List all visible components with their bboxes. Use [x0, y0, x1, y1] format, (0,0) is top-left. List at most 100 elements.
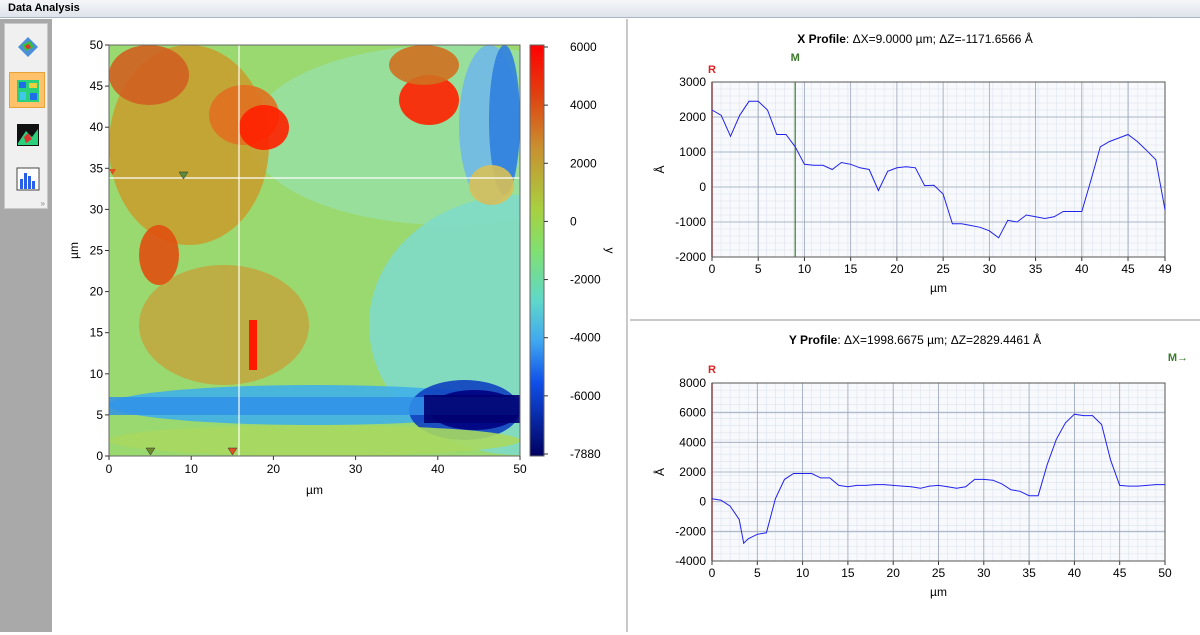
profile-point	[1164, 209, 1166, 211]
x-tick-label: 50	[513, 462, 527, 476]
profile-point	[859, 167, 861, 169]
x-tick-label: 25	[932, 566, 946, 580]
x-tick-label: 35	[1022, 566, 1036, 580]
x-tick-label: 49	[1158, 262, 1172, 276]
profile-point	[1127, 134, 1129, 135]
profile-point	[850, 163, 852, 165]
y-tick-label: 8000	[679, 376, 706, 390]
profile-point	[829, 477, 831, 479]
profile-point	[820, 477, 822, 479]
y-tick-label: -2000	[675, 250, 706, 264]
3d-surface-icon	[17, 124, 39, 146]
profile-point	[951, 223, 953, 225]
x-tick-label: 15	[844, 262, 858, 276]
y-tick-label: -1000	[675, 215, 706, 229]
y-axis-label: Å	[652, 468, 667, 476]
profile-point	[1055, 438, 1057, 440]
y-tick-label: 0	[699, 495, 706, 509]
heatmap-region	[469, 165, 514, 205]
profile-point	[905, 166, 907, 168]
colorbar-tick-label: -2000	[570, 273, 601, 287]
y-tick-label: 1000	[679, 145, 706, 159]
x-tick-label: 50	[1158, 566, 1172, 580]
x-tick-label: 20	[890, 262, 904, 276]
heatmap-region	[389, 45, 459, 85]
heatmap-region	[109, 425, 520, 456]
x-tick-label: 30	[983, 262, 997, 276]
heatmap-region	[489, 45, 520, 195]
profile-point	[1083, 415, 1084, 417]
x-axis-label: µm	[930, 281, 947, 295]
heatmap-region	[109, 45, 189, 105]
profile-point	[729, 505, 731, 507]
profile-point	[1037, 495, 1039, 497]
colorbar-tick-label: 0	[570, 214, 577, 228]
3d-view-button[interactable]	[9, 28, 45, 64]
profile-point	[743, 542, 745, 544]
profile-point	[1081, 211, 1083, 212]
y-profile-title: Y Profile: ΔX=1998.6675 µm; ΔZ=2829.4461…	[788, 333, 1042, 347]
3d-view-icon	[18, 37, 38, 57]
y-profile-panel: Y Profile: ΔX=1998.6675 µm; ΔZ=2829.4461…	[630, 323, 1200, 632]
profile-point	[765, 532, 767, 534]
profile-point	[1062, 211, 1064, 212]
colorbar-tick-label: 4000	[570, 98, 597, 112]
profile-point	[1119, 484, 1121, 486]
heatmap-chart[interactable]: 0 10 20 30 40 50 0 5 10 15 20 25 30 35 40 45 50 µm µm 6000 4…	[52, 19, 628, 632]
profile-point	[883, 484, 885, 486]
profile-point	[1072, 211, 1073, 212]
3d-surface-button[interactable]	[9, 116, 45, 152]
profile-point	[1044, 218, 1046, 219]
heatmap-view-button[interactable]	[9, 72, 45, 108]
y-tick-label: 25	[90, 244, 104, 258]
profile-point	[767, 109, 768, 111]
profile-point	[775, 498, 776, 500]
heatmap-region	[239, 105, 289, 150]
y-tick-label: 40	[90, 120, 104, 134]
profile-point	[956, 487, 958, 489]
x-tick-label: 40	[1068, 566, 1082, 580]
y-tick-label: 2000	[679, 465, 706, 479]
profile-point	[938, 484, 939, 486]
profile-point	[1155, 159, 1157, 161]
profile-point	[914, 167, 916, 169]
r-marker-label: R	[708, 64, 716, 76]
x-tick-label: 30	[349, 462, 363, 476]
profile-point	[988, 230, 990, 232]
x-tick-label: 5	[755, 262, 762, 276]
profile-point	[1164, 484, 1166, 486]
y-tick-label: 10	[90, 367, 104, 381]
y-profile-chart[interactable]: 0 5 10 15 20 25 30 35 40 45 50 8000 6000 4000 2000 0 -20…	[630, 323, 1200, 632]
x-tick-label: 0	[709, 566, 716, 580]
x-tick-label: 40	[1075, 262, 1089, 276]
profile-point	[865, 484, 867, 486]
profile-point	[1074, 413, 1075, 415]
profile-point	[947, 486, 948, 488]
profile-point	[974, 479, 976, 480]
profile-point	[720, 499, 722, 501]
y-tick-label: -4000	[675, 554, 706, 568]
histogram-button[interactable]	[9, 160, 45, 196]
profile-line	[711, 413, 1165, 545]
x-profile-chart[interactable]: 0 5 10 15 20 25 30 35 40 45 49 3000 2000 1000 0 -1000 -2…	[630, 19, 1200, 321]
x-tick-label: 45	[1113, 566, 1127, 580]
x-tick-label: 10	[798, 262, 812, 276]
panel-grip-icon[interactable]: »	[40, 199, 45, 208]
profile-point	[901, 485, 903, 487]
x-tick-label: 20	[887, 566, 901, 580]
heatmap-spike	[249, 320, 257, 370]
profile-point	[1101, 424, 1102, 425]
profile-point	[738, 519, 740, 520]
profile-point	[811, 473, 813, 474]
profile-point	[1099, 146, 1101, 148]
profile-point	[711, 498, 713, 500]
profile-point	[1035, 216, 1036, 218]
histogram-icon	[16, 167, 40, 191]
profile-point	[868, 169, 870, 170]
profile-point	[892, 484, 894, 486]
profile-point	[804, 163, 805, 165]
x-tick-label: 35	[1029, 262, 1043, 276]
x-tick-label: 15	[841, 566, 855, 580]
heatmap-image	[109, 45, 520, 456]
profile-point	[910, 486, 912, 488]
